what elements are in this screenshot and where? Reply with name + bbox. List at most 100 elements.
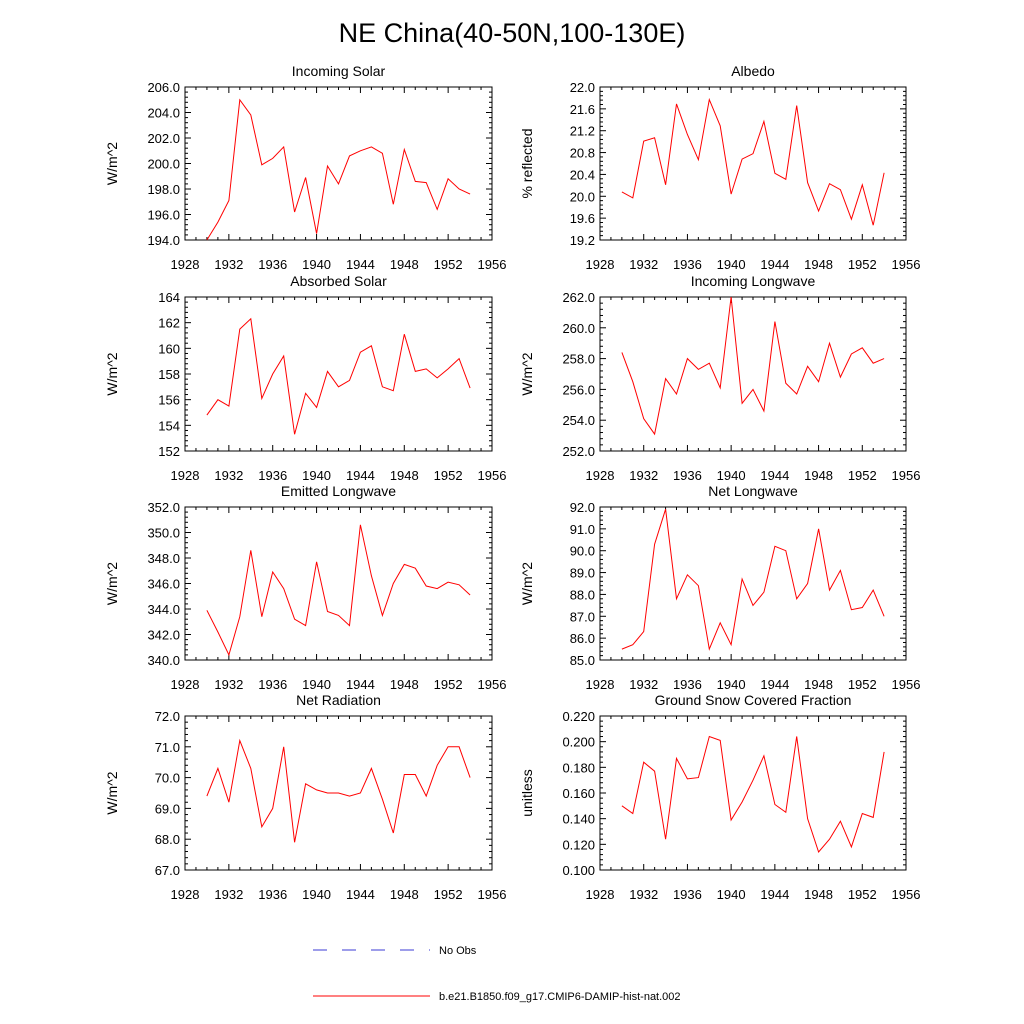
x-tick-label: 1944	[346, 677, 375, 692]
legend: No Obs b.e21.B1850.f09_g17.CMIP6-DAMIP-h…	[313, 945, 681, 1003]
y-tick-label: 350.0	[147, 526, 180, 541]
x-tick-label: 1956	[892, 257, 921, 272]
y-tick-label: 91.0	[570, 522, 595, 537]
panel-title: Incoming Solar	[292, 63, 386, 79]
y-tick-label: 21.6	[570, 102, 595, 117]
y-tick-label: 86.0	[570, 631, 595, 646]
y-tick-label: 71.0	[155, 740, 180, 755]
y-tick-label: 0.100	[562, 863, 595, 878]
panel-albedo: 1928 1932 1936 1940 1944 1948 1952 1956 19.2 19.6…	[519, 63, 920, 272]
x-tick-label: 1948	[390, 468, 419, 483]
x-tick-label: 1936	[673, 468, 702, 483]
panel-title: Incoming Longwave	[691, 273, 816, 289]
plot-frame	[599, 715, 907, 871]
y-tick-label: 0.220	[562, 709, 595, 724]
x-tick-label: 1940	[302, 887, 331, 902]
panel-incoming-longwave: 1928 1932 1936 1940 1944 1948 1952 1956 252.0 254…	[519, 273, 920, 483]
x-tick-label: 1956	[478, 468, 507, 483]
series-line	[206, 738, 471, 843]
y-tick-label: 256.0	[562, 382, 595, 397]
y-tick-label: 22.0	[570, 80, 595, 95]
x-tick-label: 1952	[848, 677, 877, 692]
legend-label-no-obs: No Obs	[439, 945, 477, 957]
y-tick-label: 20.4	[570, 167, 595, 182]
y-tick-label: 88.0	[570, 587, 595, 602]
x-tick-label: 1940	[302, 257, 331, 272]
panel-net-radiation: 1928 1932 1936 1940 1944 1948 1952 1956 67.0 68.0…	[104, 692, 506, 902]
y-tick-label: 164	[158, 290, 180, 305]
panel-incoming-solar: 1928 1932 1936 1940 1944 1948 1952 1956 194.0 196…	[104, 63, 506, 272]
y-tick-label: 69.0	[155, 801, 180, 816]
x-tick-label: 1948	[390, 677, 419, 692]
x-tick-label: 1932	[214, 257, 243, 272]
x-tick-label: 1928	[586, 887, 615, 902]
y-tick-label: 206.0	[147, 80, 180, 95]
x-tick-label: 1956	[478, 887, 507, 902]
y-tick-label: 85.0	[570, 653, 595, 668]
x-tick-label: 1956	[892, 677, 921, 692]
x-tick-label: 1932	[214, 468, 243, 483]
panels-group: 1928 1932 1936 1940 1944 1948 1952 1956 194.0 196…	[104, 63, 920, 902]
y-tick-label: 194.0	[147, 233, 180, 248]
y-tick-label: 0.140	[562, 812, 595, 827]
panel-ground-snow-covered-fraction: 1928 1932 1936 1940 1944 1948 1952 1956 0.100 0.1…	[519, 692, 920, 902]
y-tick-label: 258.0	[562, 352, 595, 367]
y-tick-label: 20.0	[570, 189, 595, 204]
y-tick-label: 19.2	[570, 233, 595, 248]
x-tick-label: 1928	[586, 468, 615, 483]
plot-frame	[599, 296, 907, 452]
x-tick-label: 1936	[673, 887, 702, 902]
x-tick-label: 1928	[171, 677, 200, 692]
x-tick-label: 1952	[434, 257, 463, 272]
x-tick-label: 1952	[434, 677, 463, 692]
series-line	[206, 524, 471, 657]
x-tick-label: 1944	[760, 257, 789, 272]
panel-title: Absorbed Solar	[290, 273, 387, 289]
y-axis-label: unitless	[519, 769, 535, 816]
x-tick-label: 1952	[848, 887, 877, 902]
x-tick-label: 1928	[586, 257, 615, 272]
y-tick-label: 198.0	[147, 182, 180, 197]
y-tick-label: 152	[158, 444, 180, 459]
plot-frame	[184, 296, 493, 452]
y-tick-label: 156	[158, 393, 180, 408]
y-tick-label: 89.0	[570, 566, 595, 581]
x-tick-label: 1940	[717, 468, 746, 483]
y-tick-label: 196.0	[147, 208, 180, 223]
x-tick-label: 1944	[760, 887, 789, 902]
y-tick-label: 158	[158, 367, 180, 382]
y-tick-label: 260.0	[562, 321, 595, 336]
plot-frame	[599, 506, 907, 661]
y-tick-label: 344.0	[147, 602, 180, 617]
y-tick-label: 202.0	[147, 131, 180, 146]
figure-title: NE China(40-50N,100-130E)	[339, 18, 686, 48]
y-tick-label: 254.0	[562, 413, 595, 428]
legend-label-model: b.e21.B1850.f09_g17.CMIP6-DAMIP-hist-nat…	[439, 991, 681, 1003]
x-tick-label: 1944	[760, 677, 789, 692]
x-tick-label: 1932	[629, 677, 658, 692]
y-tick-label: 262.0	[562, 290, 595, 305]
x-tick-label: 1936	[258, 677, 287, 692]
panel-title: Albedo	[731, 63, 775, 79]
y-tick-label: 0.200	[562, 735, 595, 750]
panel-title: Emitted Longwave	[281, 483, 396, 499]
series-line	[621, 97, 885, 226]
series-line	[621, 296, 885, 436]
x-tick-label: 1932	[629, 257, 658, 272]
x-tick-label: 1956	[892, 468, 921, 483]
x-tick-label: 1928	[171, 257, 200, 272]
series-line	[206, 317, 471, 435]
x-tick-label: 1952	[434, 887, 463, 902]
panel-net-longwave: 1928 1932 1936 1940 1944 1948 1952 1956 85.0 86.0…	[519, 483, 920, 692]
y-tick-label: 154	[158, 418, 180, 433]
x-tick-label: 1940	[302, 677, 331, 692]
y-tick-label: 70.0	[155, 771, 180, 786]
x-tick-label: 1956	[892, 887, 921, 902]
y-tick-label: 162	[158, 316, 180, 331]
y-tick-label: 19.6	[570, 211, 595, 226]
x-tick-label: 1940	[717, 257, 746, 272]
panel-emitted-longwave: 1928 1932 1936 1940 1944 1948 1952 1956 340.0 342…	[104, 483, 506, 692]
y-tick-label: 68.0	[155, 832, 180, 847]
